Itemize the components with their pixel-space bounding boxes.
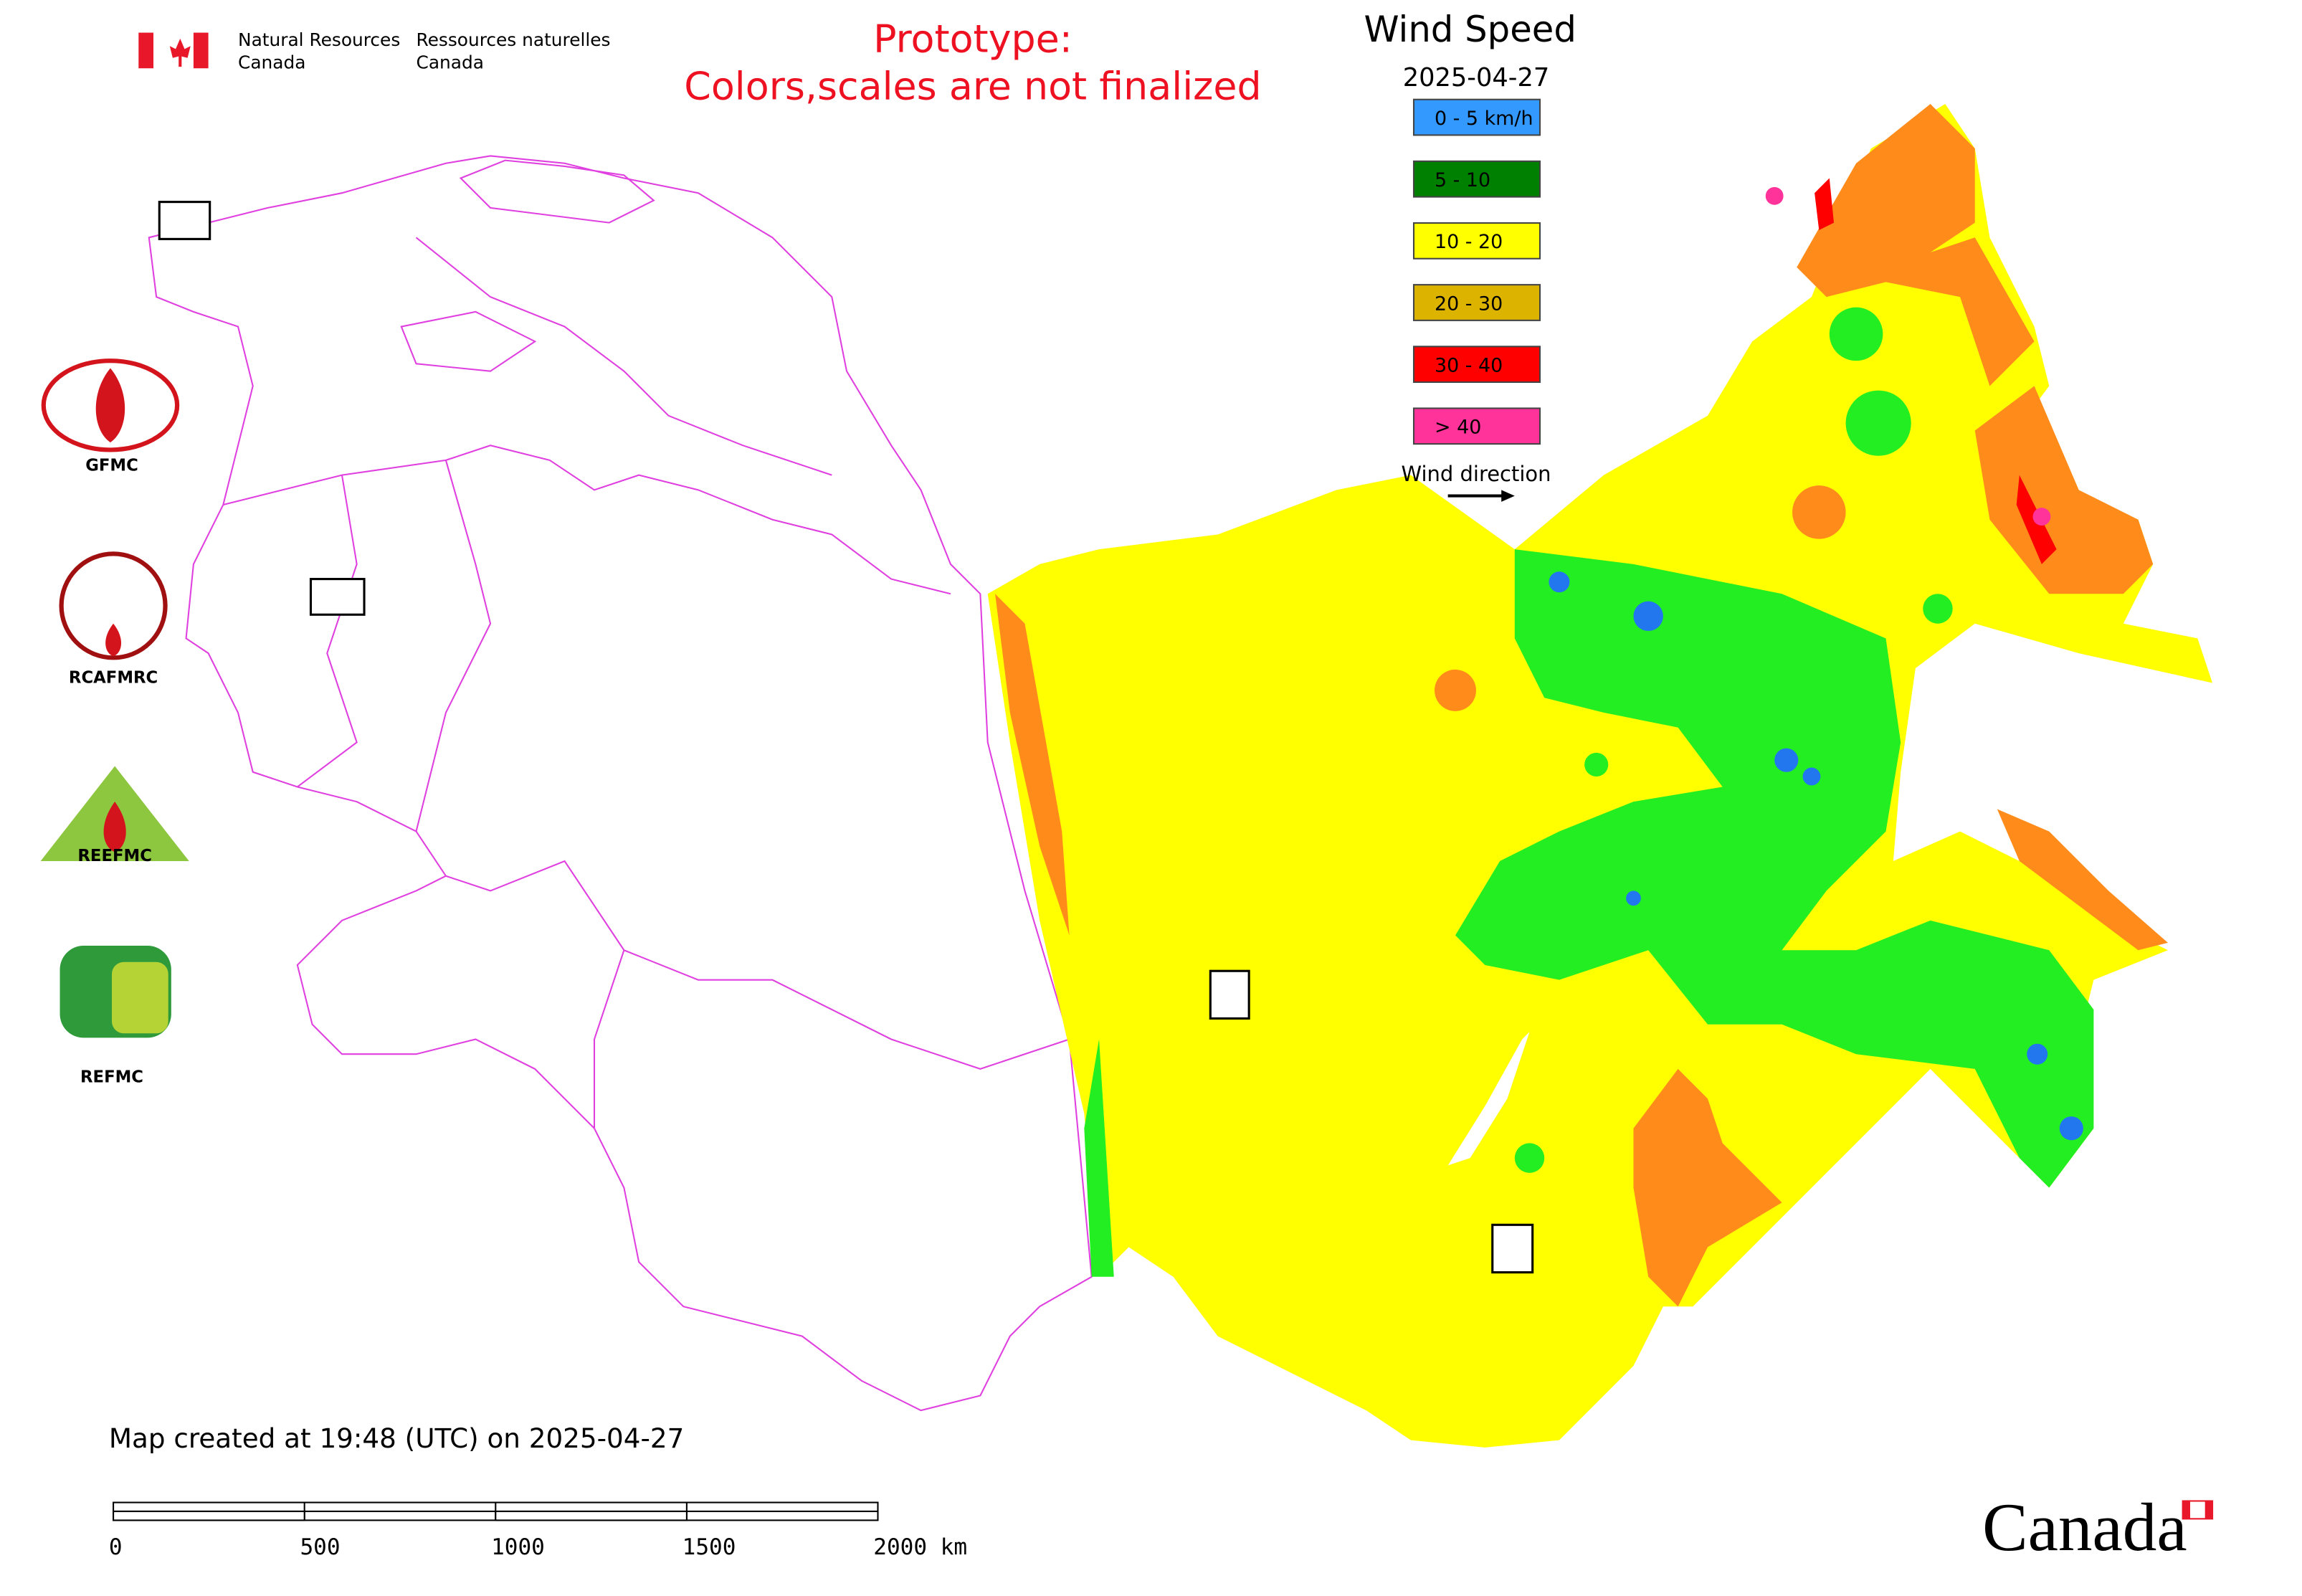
logo-gfmc [95,368,125,443]
legend-swatch [1412,222,1541,260]
country-outlines [148,155,1093,1412]
legend-label: 20 - 30 [1435,293,1503,315]
zone-5-10 [1455,549,2094,1188]
legend-swatch [1412,98,1541,136]
logo-label: REFMC [80,1068,143,1087]
agency-en: Canada [238,52,305,72]
site-marker [309,578,366,616]
wordmark-flag [2205,1501,2213,1519]
lake [1447,1032,1530,1166]
legend: Wind Speed 2025-04-27 Wind direction 0 -… [1364,9,1576,502]
legend-label: 30 - 40 [1435,355,1503,377]
zone-20-30 [1633,1068,1782,1307]
zone-5-10 [1084,1039,1114,1277]
zone-30-40 [1815,178,2057,564]
maple-leaf [169,38,191,67]
created-note: Map created at 19:48 (UTC) on 2025-04-27 [109,1422,684,1454]
logo-gfmc [41,358,180,452]
outline [148,155,1093,1412]
agency-fr: Canada [417,52,484,72]
zone-20-30 [1797,103,2035,386]
logo-rcafmrc [59,551,168,660]
logo-label: GFMC [85,456,138,475]
logo-label: RCAFMRC [69,669,158,688]
site-markers [158,201,1534,1274]
wordmark-flag [2182,1501,2190,1519]
scale-label: 2000 km [873,1534,967,1560]
zone-0-5 [2027,1043,2048,1065]
legend-swatch [1412,284,1541,321]
outline [400,159,655,372]
zone-0-5 [2059,1116,2083,1141]
legend-title: Wind Speed [1364,9,1576,50]
site-marker [1491,1223,1534,1274]
notice: Colors,scales are not finalized [684,64,1261,109]
legend-label: 10 - 20 [1435,231,1503,253]
flag-bar [138,32,153,69]
header: Natural Resources Canada Ressources natu… [138,16,1262,109]
scale-segment [495,1510,688,1521]
wind-field [987,103,2213,1448]
zone-0-5 [1549,571,1570,593]
zone-20-30 [1792,485,1846,539]
legend-label: > 40 [1435,417,1481,439]
notice: Prototype: [873,16,1072,61]
scale-label: 1000 [491,1534,545,1560]
zone-5-10 [1584,752,1609,776]
zone-0-5 [1626,890,1641,906]
zone-over-40 [1765,186,1784,205]
wind-arrow [1501,490,1515,502]
scale-label: 500 [300,1534,340,1560]
legend-swatch [1412,346,1541,384]
wind-direction-label: Wind direction [1401,462,1551,486]
scale-label: 1500 [682,1534,736,1560]
legend-date: 2025-04-27 [1403,63,1550,92]
logo-rcafmrc [105,623,122,657]
legend-label: 0 - 5 km/h [1435,108,1533,130]
zone-20-30 [1974,386,2154,594]
outline [223,237,1070,1129]
logos: GFMC RCAFMRC REEFMC REFMC [40,358,189,1087]
legend-swatch [1412,160,1541,198]
legend-swatch [1412,407,1541,445]
logo-label: REEFMC [77,847,152,865]
zone-20-30 [1435,669,1476,711]
site-marker [1209,969,1250,1020]
zone-5-10 [1923,594,1953,624]
zone-5-10 [1845,390,1911,456]
zone-0-5 [1774,748,1799,772]
zone-5-10 [1829,307,1883,361]
zone-20-30 [995,594,1070,936]
canada-wordmark: Canada [1982,1489,2187,1565]
scale-label: 0 [109,1534,123,1560]
zone-5-10 [1514,1143,1545,1173]
agency-en: Natural Resources [238,29,400,50]
zone-0-5 [1549,571,2083,1141]
zone-over-40 [2032,508,2051,526]
agency-fr: Ressources naturelles [417,29,611,50]
legend-label: 5 - 10 [1435,169,1490,191]
zone-20-30 [1997,809,2168,951]
logo-reefmc [103,802,126,852]
zone-0-5 [1802,767,1821,786]
zone-0-5 [1633,601,1663,632]
scale-segment [113,1510,305,1521]
logo-refmc [112,961,168,1034]
flag-bar [193,32,209,69]
site-marker [158,201,211,240]
footer: Map created at 19:48 (UTC) on 2025-04-27… [109,1422,2214,1565]
